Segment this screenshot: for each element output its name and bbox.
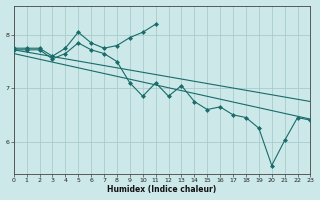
X-axis label: Humidex (Indice chaleur): Humidex (Indice chaleur) <box>108 185 217 194</box>
